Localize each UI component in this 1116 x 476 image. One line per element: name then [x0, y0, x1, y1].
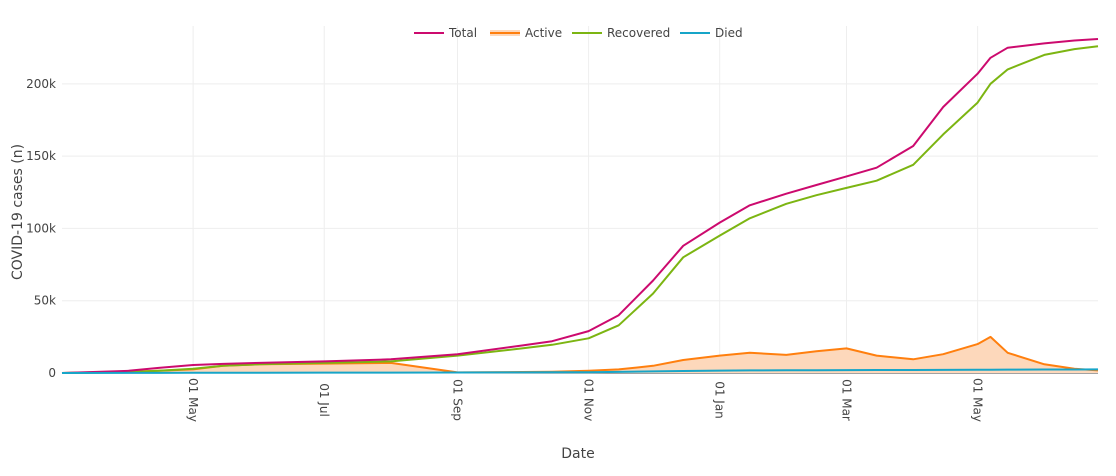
- legend-label-died: Died: [715, 26, 743, 40]
- y-axis-ticks: 0 50k 100k 150k 200k: [26, 77, 56, 380]
- series-recovered-line: [61, 45, 1099, 374]
- x-axis-title: Date: [561, 446, 594, 462]
- y-tick-label: 150k: [26, 149, 56, 163]
- x-tick-label: 01 Jul: [317, 383, 331, 417]
- y-tick-label: 200k: [26, 77, 56, 91]
- series-died-line: [61, 368, 1099, 374]
- y-axis-title: COVID-19 cases (n): [10, 144, 26, 280]
- x-axis-ticks: 01 May 01 Jul 01 Sep 01 Nov 01 Jan 01 Mar 01 M…: [186, 378, 985, 422]
- x-tick-label: 01 Sep: [450, 379, 464, 421]
- series-total-line: [61, 38, 1099, 374]
- x-tick-label: 01 Jan: [713, 381, 727, 419]
- y-tick-label: 100k: [26, 221, 56, 235]
- y-tick-label: 50k: [34, 294, 56, 308]
- x-tick-label: 01 Mar: [840, 379, 854, 421]
- y-tick-label: 0: [48, 366, 56, 380]
- legend-label-active: Active: [525, 26, 562, 40]
- x-tick-label: 01 May: [186, 378, 200, 422]
- legend-label-recovered: Recovered: [607, 26, 670, 40]
- legend: Total Active Recovered Died: [414, 26, 743, 40]
- legend-label-total: Total: [448, 26, 477, 40]
- x-tick-label: 01 May: [971, 378, 985, 422]
- grid: [62, 26, 1098, 374]
- x-tick-label: 01 Nov: [582, 379, 596, 422]
- series-layer: [61, 38, 1099, 374]
